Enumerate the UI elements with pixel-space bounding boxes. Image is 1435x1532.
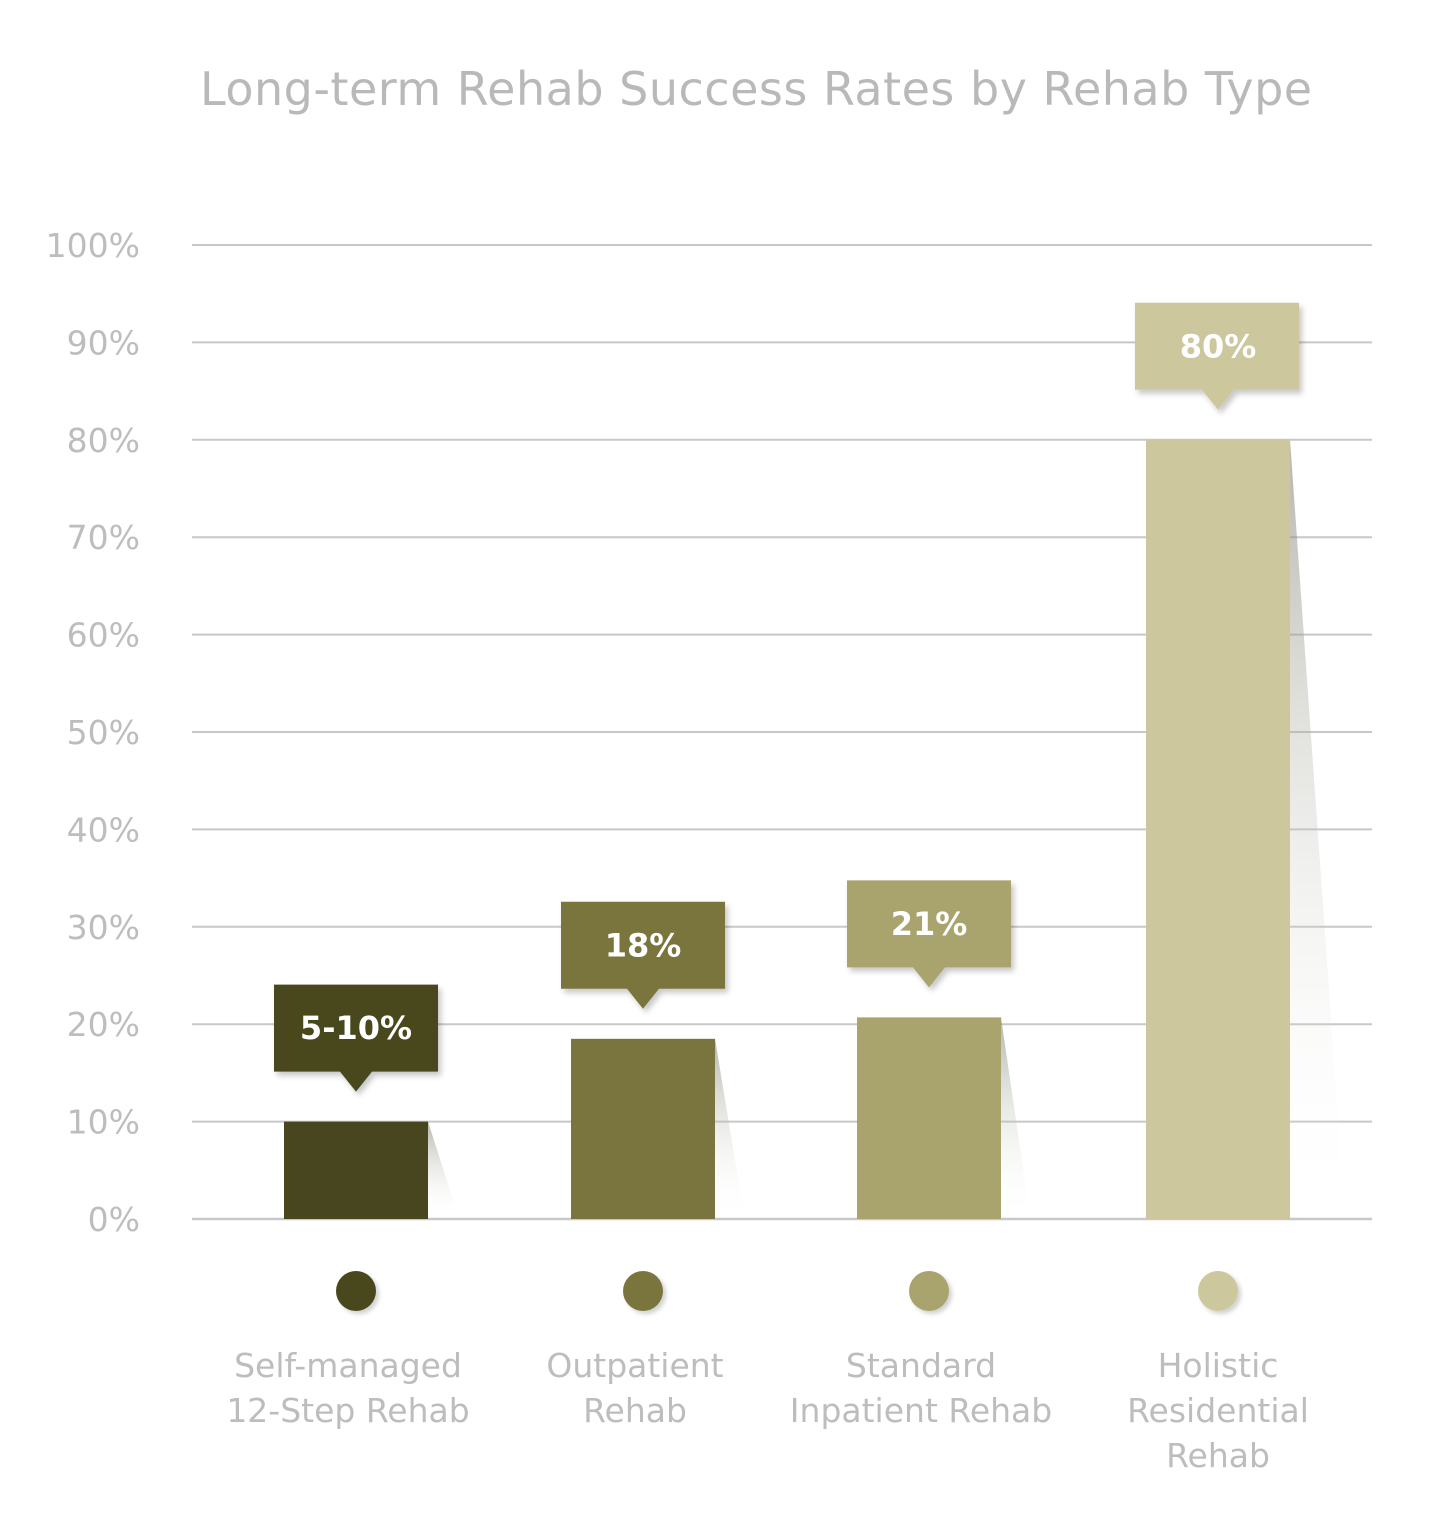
data-label: 5-10% [300,1009,412,1047]
legend-dot [336,1271,376,1311]
data-label: 80% [1180,327,1257,365]
value-callout [274,984,438,1092]
bar [1146,439,1290,1219]
bar-shadow [1001,1017,1029,1219]
y-tick-label: 100% [46,226,140,265]
bar-shadows [428,439,1345,1219]
bar-shadow [715,1038,743,1219]
category-label: Self-managed 12-Step Rehab [226,1346,469,1430]
y-tick-label: 0% [88,1200,140,1239]
category-label: Outpatient Rehab [546,1346,723,1430]
category-label: Holistic Residential Rehab [1127,1346,1309,1475]
bar-shadow [428,1121,456,1219]
category-labels: Self-managed 12-Step Rehab Outpatient Rehab… [226,1346,1309,1475]
bars [284,439,1290,1219]
y-tick-label: 20% [67,1005,140,1044]
bar [571,1038,715,1219]
y-axis-ticks: 0% 10% 20% 30% 40% 50% 60% 70% 80% 90% 100% [46,226,140,1239]
legend-dots [336,1271,1238,1311]
y-tick-label: 80% [67,421,140,460]
value-callouts: 5-10% 18% 21% 80% [274,302,1299,1092]
y-tick-label: 40% [67,810,140,849]
value-callout [847,880,1011,988]
value-callout [1135,302,1299,410]
y-tick-label: 70% [67,518,140,557]
legend-dot [1198,1271,1238,1311]
legend-dot [623,1271,663,1311]
y-tick-label: 10% [67,1103,140,1142]
bar [857,1017,1001,1219]
bar [284,1121,428,1219]
data-label: 21% [891,905,968,943]
data-label: 18% [605,926,682,964]
y-tick-label: 60% [67,616,140,655]
bar-shadow [1290,439,1345,1219]
category-label: Standard Inpatient Rehab [790,1346,1052,1430]
y-tick-label: 90% [67,323,140,362]
legend-dot [909,1271,949,1311]
y-tick-label: 30% [67,908,140,947]
value-callout [561,901,725,1009]
chart-title: Long-term Rehab Success Rates by Rehab T… [200,62,1313,116]
y-tick-label: 50% [67,713,140,752]
